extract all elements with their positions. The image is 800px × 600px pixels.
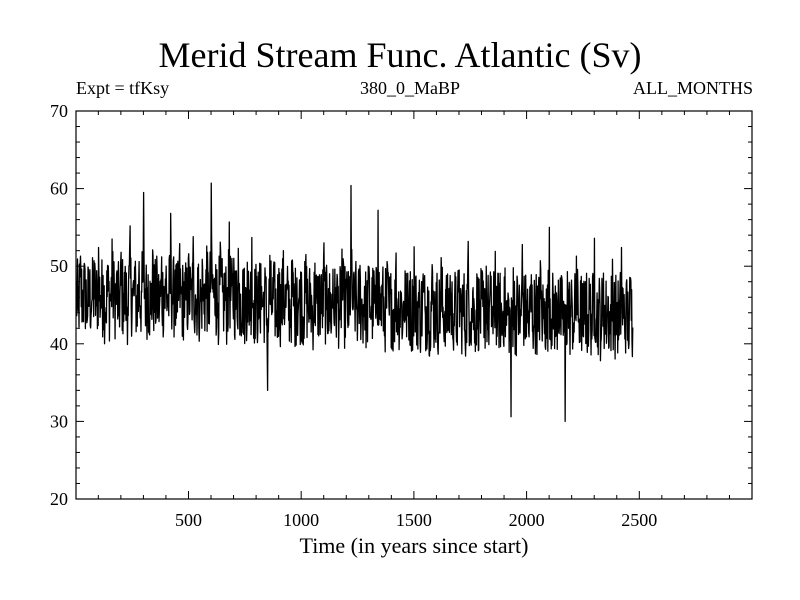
- period-label: 380_0_MaBP: [359, 78, 460, 98]
- x-tick-label: 1500: [396, 510, 432, 530]
- y-tick-label: 50: [50, 256, 68, 276]
- months-label: ALL_MONTHS: [633, 78, 753, 98]
- x-tick-label: 1000: [283, 510, 319, 530]
- x-tick-label: 2500: [621, 510, 657, 530]
- series-layer: [75, 182, 634, 423]
- axis-layer: 20 30 40 50 60 70 500 1000 1500 2000 2500: [50, 101, 752, 530]
- chart-title: Merid Stream Func. Atlantic (Sv): [158, 35, 642, 75]
- y-tick-label: 20: [50, 489, 68, 509]
- x-tick-label: 2000: [509, 510, 545, 530]
- y-tick-label: 70: [50, 101, 68, 121]
- y-tick-label: 60: [50, 179, 68, 199]
- x-tick-label: 500: [175, 510, 202, 530]
- series-line-0: [75, 182, 634, 423]
- y-tick-label: 30: [50, 411, 68, 431]
- x-axis-label: Time (in years since start): [300, 533, 529, 558]
- experiment-label: Expt = tfKsy: [76, 78, 170, 98]
- y-tick-label: 40: [50, 334, 68, 354]
